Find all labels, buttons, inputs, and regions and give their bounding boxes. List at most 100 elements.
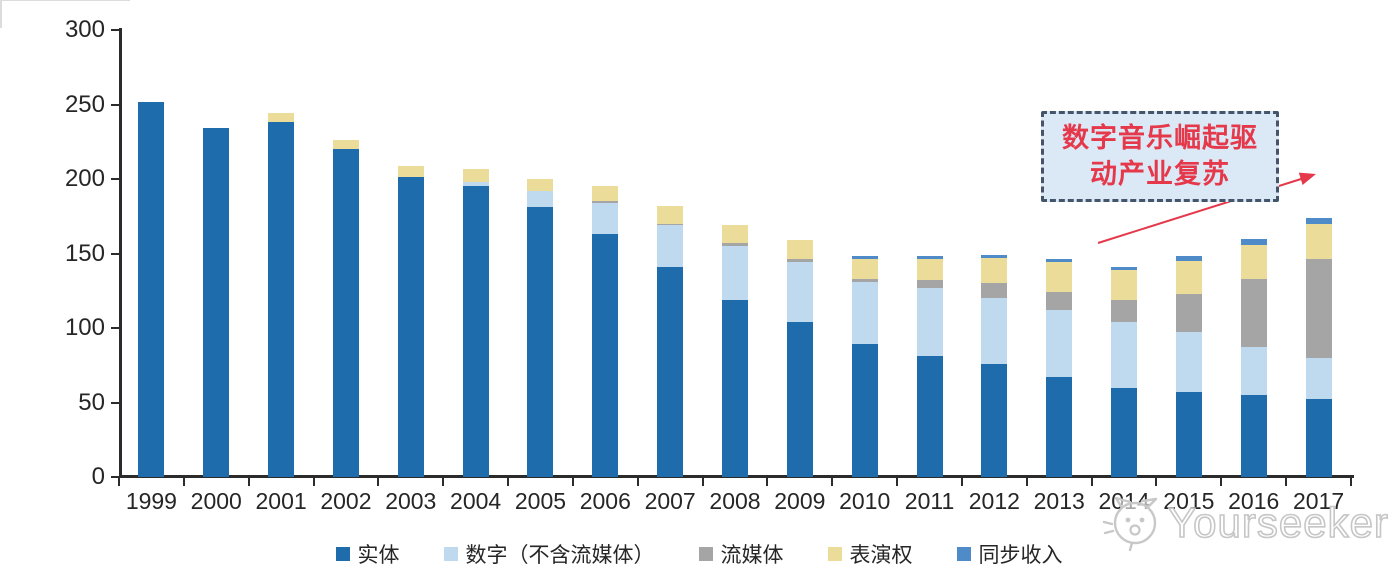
- bar-2005: [527, 179, 554, 477]
- legend-item-digital-ex-streaming: 数字（不含流媒体）: [443, 539, 655, 569]
- legend-label-digital-ex-streaming: 数字（不含流媒体）: [465, 544, 655, 567]
- y-tick-0: [111, 476, 119, 478]
- legend-label-streaming: 流媒体: [720, 544, 784, 567]
- bar-2015: [1175, 256, 1202, 477]
- bar-segment-streaming: [657, 223, 684, 226]
- y-axis-label-150: 150: [64, 239, 105, 267]
- x-axis-label-2013: 2013: [1033, 488, 1085, 514]
- y-tick-300: [111, 29, 119, 31]
- annotation-callout: 数字音乐崛起驱 动产业复苏: [1041, 111, 1279, 202]
- legend-swatch-sync-revenue: [956, 547, 971, 561]
- bar-segment-physical: [851, 344, 878, 477]
- bar-segment-digital-ex-streaming: [527, 190, 554, 208]
- x-tick-6: [507, 478, 510, 486]
- x-tick-14: [1025, 478, 1028, 486]
- bar-segment-digital-ex-streaming: [981, 298, 1008, 364]
- bar-2004: [462, 168, 489, 477]
- bar-segment-digital-ex-streaming: [1305, 357, 1332, 400]
- y-axis-label-300: 300: [64, 16, 105, 43]
- bar-2001: [268, 113, 295, 477]
- bar-segment-physical: [1046, 377, 1073, 477]
- bar-segment-digital-ex-streaming: [851, 281, 878, 345]
- y-tick-250: [111, 103, 119, 106]
- y-axis-label-200: 200: [64, 165, 105, 192]
- bar-segment-performance-rights: [916, 259, 943, 281]
- legend-swatch-performance-rights: [827, 547, 842, 561]
- annotation-line2: 动产业复苏: [1090, 159, 1230, 189]
- bar-segment-streaming: [786, 259, 813, 263]
- bar-2006: [592, 186, 619, 477]
- legend-swatch-digital-ex-streaming: [443, 547, 458, 561]
- bar-segment-sync-revenue: [916, 256, 943, 260]
- x-axis-label-2009: 2009: [774, 488, 826, 514]
- bar-segment-streaming: [851, 278, 878, 282]
- y-tick-150: [111, 252, 119, 255]
- x-axis-label-2012: 2012: [968, 488, 1020, 514]
- bar-2010: [851, 256, 878, 477]
- legend-item-physical: 实体: [335, 539, 400, 569]
- bar-segment-physical: [786, 322, 813, 477]
- bar-segment-physical: [592, 234, 619, 477]
- x-tick-1: [182, 478, 185, 486]
- y-tick-100: [111, 327, 119, 329]
- y-axis: [119, 28, 122, 478]
- bar-segment-physical: [916, 356, 943, 477]
- bar-segment-sync-revenue: [851, 256, 878, 260]
- x-tick-11: [831, 478, 834, 486]
- x-tick-18: [1285, 478, 1288, 486]
- bar-2008: [722, 225, 748, 477]
- bar-segment-physical: [1111, 387, 1138, 477]
- x-tick-7: [571, 478, 574, 486]
- bar-segment-streaming: [1240, 278, 1267, 348]
- bar-segment-performance-rights: [462, 168, 489, 182]
- bar-segment-digital-ex-streaming: [1240, 347, 1267, 396]
- bar-segment-physical: [527, 207, 554, 477]
- x-tick-13: [960, 478, 963, 486]
- bar-segment-performance-rights: [592, 186, 619, 202]
- x-axis-label-2001: 2001: [255, 488, 307, 514]
- bar-segment-digital-ex-streaming: [657, 225, 684, 267]
- bar-segment-sync-revenue: [981, 254, 1008, 258]
- x-tick-0: [118, 478, 120, 486]
- x-axis-label-2010: 2010: [839, 488, 891, 514]
- left-edge-line: [0, 0, 2, 28]
- x-axis-label-2016: 2016: [1228, 488, 1280, 514]
- cat-logo-icon: [1102, 496, 1158, 552]
- bar-1999: [138, 101, 165, 477]
- bar-segment-performance-rights: [851, 259, 878, 279]
- x-axis-label-2015: 2015: [1163, 488, 1215, 514]
- bar-2007: [657, 205, 684, 477]
- bar-segment-digital-ex-streaming: [1111, 322, 1138, 388]
- watermark-text: Yourseeker: [1167, 498, 1389, 547]
- bar-segment-physical: [1240, 395, 1267, 477]
- bar-segment-performance-rights: [332, 140, 359, 150]
- bar-segment-performance-rights: [527, 179, 554, 191]
- legend-label-sync-revenue: 同步收入: [978, 544, 1063, 567]
- bar-segment-performance-rights: [1305, 223, 1332, 260]
- bar-segment-streaming: [1046, 292, 1073, 311]
- bar-segment-performance-rights: [1240, 244, 1267, 279]
- bar-segment-physical: [462, 186, 489, 477]
- x-tick-15: [1090, 478, 1093, 486]
- y-axis-label-0: 0: [91, 463, 105, 490]
- x-tick-2: [247, 478, 250, 486]
- bar-segment-physical: [332, 149, 359, 477]
- x-axis-label-2000: 2000: [190, 488, 242, 514]
- bar-segment-sync-revenue: [1046, 259, 1073, 263]
- bar-2003: [397, 165, 424, 477]
- x-axis-label-2002: 2002: [320, 488, 372, 514]
- legend: 实体 数字（不含流媒体） 流媒体 表演权 同步收入: [0, 539, 1398, 569]
- bar-segment-performance-rights: [1175, 260, 1202, 294]
- bar-2017: [1305, 217, 1332, 477]
- x-tick-16: [1155, 478, 1158, 486]
- bar-segment-streaming: [981, 283, 1008, 299]
- legend-item-sync-revenue: 同步收入: [956, 539, 1063, 569]
- x-axis-label-2005: 2005: [514, 488, 567, 514]
- bar-segment-digital-ex-streaming: [786, 262, 813, 322]
- x-axis-label-2008: 2008: [709, 488, 761, 514]
- bar-2016: [1240, 238, 1267, 477]
- bar-segment-sync-revenue: [1111, 266, 1138, 270]
- bar-segment-physical: [138, 101, 165, 477]
- y-axis-label-50: 50: [78, 388, 105, 416]
